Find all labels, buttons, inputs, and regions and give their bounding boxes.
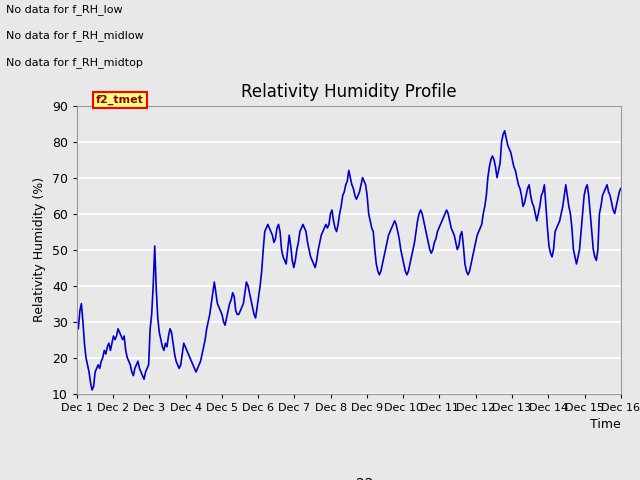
Text: f2_tmet: f2_tmet (96, 95, 144, 106)
Text: No data for f_RH_midlow: No data for f_RH_midlow (6, 30, 144, 41)
Title: Relativity Humidity Profile: Relativity Humidity Profile (241, 83, 456, 101)
Text: No data for f_RH_midtop: No data for f_RH_midtop (6, 57, 143, 68)
X-axis label: Time: Time (590, 418, 621, 431)
Legend: 22m: 22m (305, 471, 393, 480)
Text: No data for f_RH_low: No data for f_RH_low (6, 4, 123, 15)
Y-axis label: Relativity Humidity (%): Relativity Humidity (%) (33, 177, 46, 322)
